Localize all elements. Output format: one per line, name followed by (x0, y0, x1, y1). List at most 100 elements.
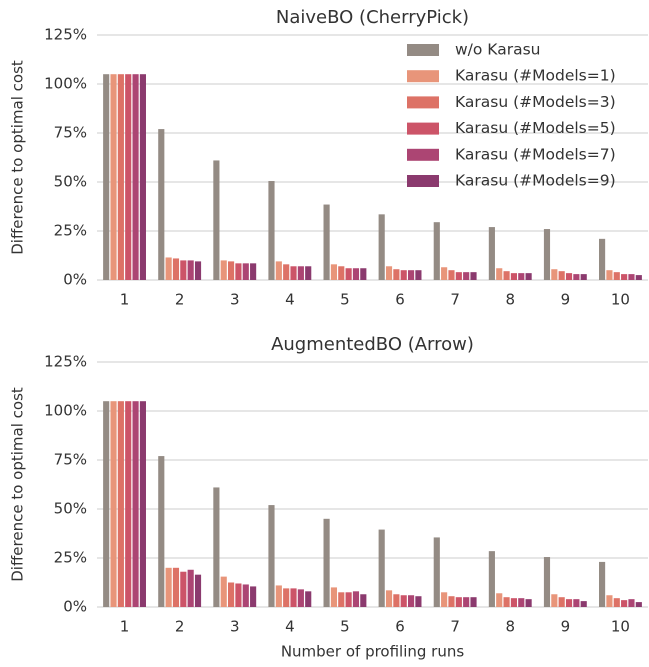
y-tick-label: 125% (44, 353, 87, 371)
bar (132, 74, 139, 280)
y-tick-label: 100% (44, 402, 87, 420)
bar (213, 487, 220, 607)
bar (573, 274, 580, 280)
bar (628, 274, 635, 280)
bar (441, 267, 448, 280)
bar (323, 518, 330, 607)
chart-title: AugmentedBO (Arrow) (271, 334, 474, 355)
bar (621, 600, 628, 607)
bar (448, 596, 455, 607)
bar (297, 266, 304, 280)
y-axis-label: Difference to optimal cost (9, 60, 27, 255)
bar (165, 257, 172, 280)
bar (400, 595, 407, 607)
x-tick-label: 9 (561, 618, 571, 636)
bar (407, 595, 415, 607)
bar (470, 272, 477, 280)
bar (400, 270, 407, 280)
bar (250, 263, 257, 280)
x-axis-label: Number of profiling runs (281, 643, 465, 661)
legend-label: Karasu (#Models=3) (455, 93, 616, 111)
bar (558, 597, 565, 607)
bar (345, 268, 352, 280)
bar (599, 238, 606, 280)
bar (470, 597, 477, 607)
bar (621, 274, 628, 280)
x-tick-label: 5 (340, 618, 350, 636)
bar (628, 599, 635, 607)
bar (558, 271, 565, 280)
bar (525, 273, 532, 280)
bar (220, 576, 227, 607)
legend-label: Karasu (#Models=5) (455, 119, 616, 137)
bar (180, 571, 187, 607)
bar (393, 269, 400, 280)
bar (580, 601, 587, 607)
bar (455, 597, 462, 607)
legend-label: w/o Karasu (455, 41, 540, 59)
bar (228, 261, 235, 280)
bar (158, 456, 165, 607)
legend-swatch (407, 175, 439, 187)
x-tick-label: 10 (611, 291, 630, 309)
bar (510, 598, 517, 607)
bar (165, 567, 172, 607)
bar (213, 160, 220, 280)
bar (268, 505, 275, 607)
bar (433, 222, 440, 280)
bar (525, 599, 532, 607)
bar (635, 602, 642, 607)
bar (323, 204, 330, 280)
bar (352, 268, 360, 280)
bar (503, 597, 510, 607)
bar (297, 589, 304, 607)
legend-swatch (407, 96, 439, 109)
x-tick-label: 4 (285, 291, 295, 309)
y-tick-label: 100% (44, 75, 87, 93)
bar (283, 588, 290, 607)
bar (110, 74, 117, 280)
bar (385, 590, 393, 607)
legend-swatch (407, 44, 439, 56)
x-tick-label: 1 (120, 291, 130, 309)
bar (132, 401, 139, 607)
x-tick-label: 6 (395, 291, 405, 309)
bar (158, 129, 165, 280)
bar (433, 537, 440, 607)
x-tick-label: 2 (175, 291, 185, 309)
bar (220, 260, 227, 280)
bar (290, 266, 297, 280)
bar (330, 264, 338, 280)
bar (360, 594, 367, 607)
bar (194, 574, 202, 607)
x-tick-label: 6 (395, 618, 405, 636)
bar (613, 598, 620, 607)
y-tick-label: 75% (54, 451, 87, 469)
legend-label: Karasu (#Models=7) (455, 145, 616, 163)
bar (551, 594, 558, 607)
x-tick-label: 8 (505, 291, 515, 309)
y-tick-label: 125% (44, 26, 87, 44)
bar (180, 260, 187, 280)
bar (510, 273, 517, 280)
bar (172, 567, 180, 607)
bar (305, 591, 312, 607)
y-tick-label: 50% (54, 173, 87, 191)
x-tick-label: 1 (120, 618, 130, 636)
y-tick-label: 25% (54, 222, 87, 240)
legend-label: Karasu (#Models=9) (455, 172, 616, 190)
bar (573, 599, 580, 607)
x-tick-label: 9 (561, 291, 571, 309)
legend-label: Karasu (#Models=1) (455, 67, 616, 85)
bar (187, 260, 194, 280)
bar (338, 266, 345, 280)
bar (378, 529, 385, 607)
bar (415, 270, 422, 280)
bar (496, 593, 503, 607)
legend-swatch (407, 70, 439, 83)
bar (455, 272, 462, 280)
bar (172, 258, 180, 280)
bar (496, 268, 503, 280)
y-tick-label: 0% (63, 271, 87, 289)
